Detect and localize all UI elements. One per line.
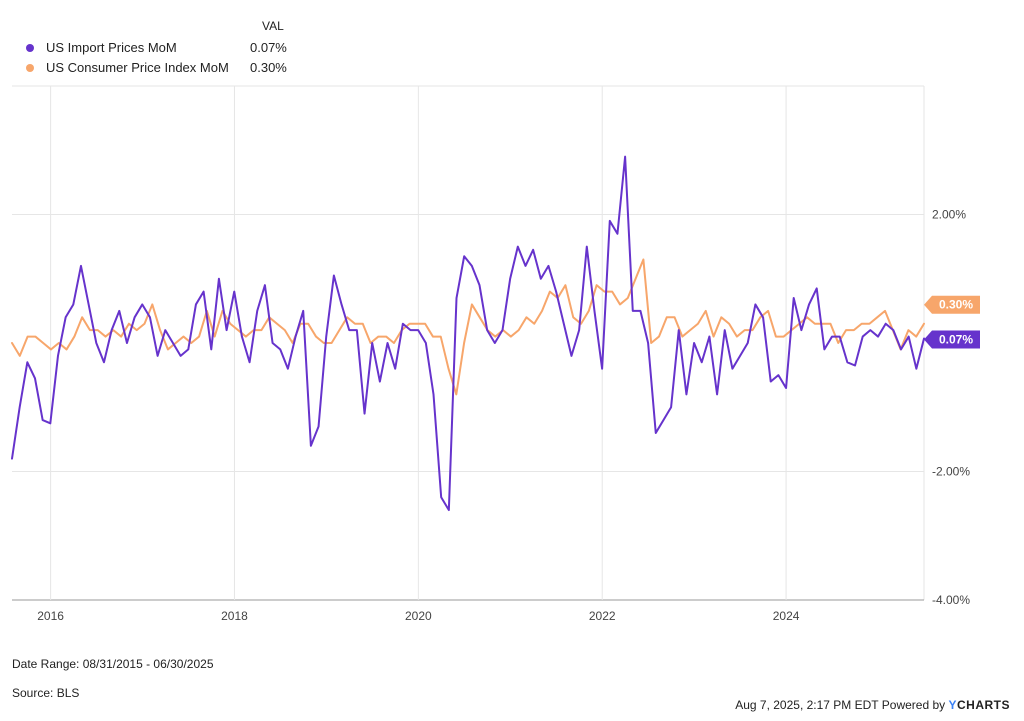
legend-item-import[interactable]: US Import Prices MoM 0.07% [26, 40, 287, 55]
x-tick-label-2020: 2020 [405, 609, 432, 623]
x-tick-label-2016: 2016 [37, 609, 64, 623]
end-badge-shape [924, 330, 980, 349]
x-tick-label-2024: 2024 [773, 609, 800, 623]
ycharts-logo-text: CHARTS [957, 698, 1010, 712]
footer-credit: Aug 7, 2025, 2:17 PM EDT Powered by YCHA… [735, 698, 1010, 712]
legend-label-cpi: US Consumer Price Index MoM [46, 60, 229, 75]
end-badge-label: 0.30% [939, 298, 973, 312]
end-badge-import-prices: 0.07% [924, 330, 980, 349]
y-tick-label: -4.00% [932, 593, 970, 607]
powered-by-label: Powered by [881, 698, 946, 712]
grid [12, 86, 924, 600]
axis-ticks: 2016 2018 2020 2022 2024 2.00% -2.00% -4.00% [37, 208, 970, 624]
legend-value-header: VAL [262, 19, 284, 33]
legend-marker-import [26, 44, 34, 52]
x-tick-label-2022: 2022 [589, 609, 616, 623]
series [11, 155, 925, 512]
legend-marker-cpi [26, 64, 34, 72]
x-tick-label-2018: 2018 [221, 609, 248, 623]
ycharts-logo-y: Y [948, 698, 957, 712]
y-tick-label: -2.00% [932, 465, 970, 479]
end-badge-label: 0.07% [939, 333, 973, 347]
end-badge-shape [924, 295, 980, 314]
end-badge-cpi: 0.30% [924, 295, 980, 314]
series-line-import-prices [11, 155, 925, 512]
timestamp: Aug 7, 2025, 2:17 PM EDT [735, 698, 879, 712]
y-tick-label: 2.00% [932, 208, 966, 222]
series-line-cpi [11, 258, 925, 396]
legend-item-cpi[interactable]: US Consumer Price Index MoM 0.30% [26, 60, 287, 75]
legend-value-cpi: 0.30% [250, 60, 287, 75]
legend-value-import: 0.07% [250, 40, 287, 55]
ycharts-logo[interactable]: YCHARTS [948, 698, 1010, 712]
date-range: Date Range: 08/31/2015 - 06/30/2025 [12, 657, 214, 671]
end-value-badges: 0.07% 0.30% [924, 295, 980, 349]
legend-label-import: US Import Prices MoM [46, 40, 177, 55]
source-label: Source: BLS [12, 686, 80, 700]
